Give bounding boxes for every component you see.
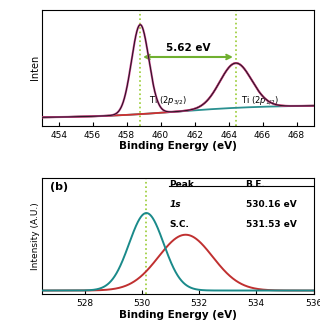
- Text: Ti (2$p_{3/2}$): Ti (2$p_{3/2}$): [149, 95, 187, 108]
- Text: 5.62 eV: 5.62 eV: [166, 44, 210, 53]
- Text: 530.16 eV: 530.16 eV: [246, 200, 296, 209]
- Text: Peak: Peak: [170, 180, 194, 189]
- Text: 531.53 eV: 531.53 eV: [246, 220, 296, 229]
- Text: S.C.: S.C.: [170, 220, 189, 229]
- Text: (b): (b): [50, 182, 68, 192]
- Y-axis label: Inten: Inten: [30, 55, 40, 80]
- Text: Ti (2$p_{1/2}$): Ti (2$p_{1/2}$): [241, 95, 279, 108]
- X-axis label: Binding Energy (eV): Binding Energy (eV): [119, 141, 236, 151]
- X-axis label: Binding Energy (eV): Binding Energy (eV): [119, 310, 236, 320]
- Text: 1s: 1s: [170, 200, 181, 209]
- Y-axis label: Intensity (A.U.): Intensity (A.U.): [31, 203, 40, 270]
- Text: B.E.: B.E.: [246, 180, 265, 189]
